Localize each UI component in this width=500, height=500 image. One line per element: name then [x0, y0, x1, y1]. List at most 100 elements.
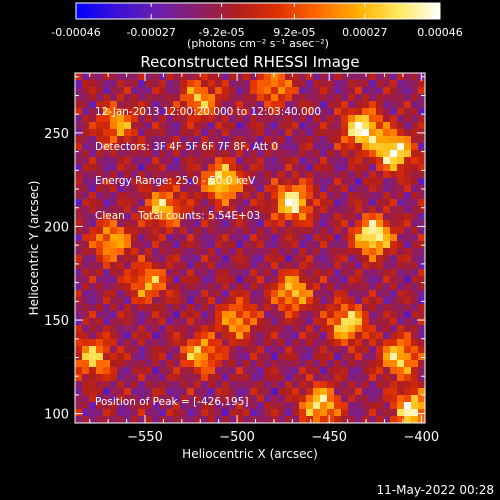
heatmap-cell: [299, 213, 307, 221]
heatmap-cell: [159, 178, 167, 186]
heatmap-cell: [103, 339, 111, 347]
heatmap-cell: [264, 143, 272, 151]
heatmap-cell: [229, 206, 237, 214]
heatmap-cell: [89, 227, 97, 235]
heatmap-cell: [369, 297, 377, 305]
heatmap-cell: [299, 227, 307, 235]
heatmap-cell: [257, 297, 265, 305]
heatmap-cell: [327, 325, 335, 333]
heatmap-cell: [334, 388, 342, 396]
heatmap-cell: [201, 360, 209, 368]
heatmap-cell: [145, 143, 153, 151]
heatmap-cell: [418, 381, 426, 389]
plot-frame: [74, 72, 426, 424]
heatmap-cell: [257, 192, 265, 200]
heatmap-cell: [376, 241, 384, 249]
heatmap-cell: [103, 157, 111, 165]
heatmap-cell: [103, 199, 111, 207]
heatmap-cell: [306, 220, 314, 228]
heatmap-cell: [201, 143, 209, 151]
heatmap-cell: [327, 339, 335, 347]
heatmap-cell: [75, 402, 83, 410]
heatmap-cell: [306, 262, 314, 270]
heatmap-cell: [376, 360, 384, 368]
heatmap-cell: [82, 290, 90, 298]
heatmap-cell: [75, 353, 83, 361]
heatmap-cell: [320, 157, 328, 165]
heatmap-cell: [180, 325, 188, 333]
heatmap-cell: [320, 374, 328, 382]
heatmap-cell: [138, 136, 146, 144]
heatmap-cell: [341, 94, 349, 102]
heatmap-cell: [257, 80, 265, 88]
heatmap-cell: [201, 276, 209, 284]
heatmap-cell: [124, 143, 132, 151]
heatmap-cell: [124, 80, 132, 88]
heatmap-cell: [75, 311, 83, 319]
heatmap-cell: [124, 402, 132, 410]
heatmap-cell: [117, 374, 125, 382]
heatmap-cell: [348, 192, 356, 200]
heatmap-cell: [292, 290, 300, 298]
heatmap-cell: [369, 213, 377, 221]
heatmap-cell: [313, 276, 321, 284]
heatmap-cell: [152, 381, 160, 389]
heatmap-cell: [411, 157, 419, 165]
heatmap-cell: [215, 290, 223, 298]
heatmap-cell: [131, 346, 139, 354]
heatmap-cell: [334, 213, 342, 221]
heatmap-cell: [257, 115, 265, 123]
heatmap-cell: [299, 416, 307, 424]
heatmap-cell: [306, 339, 314, 347]
heatmap-cell: [180, 143, 188, 151]
heatmap-cell: [89, 192, 97, 200]
heatmap-cell: [166, 353, 174, 361]
heatmap-cell: [110, 143, 118, 151]
heatmap-cell: [313, 241, 321, 249]
heatmap-cell: [215, 213, 223, 221]
heatmap-cell: [96, 220, 104, 228]
heatmap-cell: [124, 269, 132, 277]
heatmap-cell: [362, 80, 370, 88]
heatmap-cell: [117, 227, 125, 235]
heatmap-cell: [257, 73, 265, 81]
heatmap-cell: [187, 101, 195, 109]
heatmap-cell: [369, 101, 377, 109]
heatmap-cell: [96, 290, 104, 298]
heatmap-cell: [159, 234, 167, 242]
heatmap-cell: [362, 178, 370, 186]
y-tick-label: 200: [44, 220, 69, 235]
heatmap-cell: [369, 234, 377, 242]
heatmap-cell: [208, 213, 216, 221]
heatmap-cell: [383, 178, 391, 186]
heatmap-cell: [243, 122, 251, 130]
heatmap-cell: [117, 136, 125, 144]
heatmap-cell: [215, 94, 223, 102]
heatmap-cell: [145, 297, 153, 305]
heatmap-cell: [320, 87, 328, 95]
heatmap-cell: [313, 395, 321, 403]
heatmap-cell: [362, 227, 370, 235]
heatmap-cell: [208, 192, 216, 200]
heatmap-cell: [292, 248, 300, 256]
heatmap-cell: [201, 297, 209, 305]
heatmap-cell: [180, 185, 188, 193]
heatmap-cell: [411, 318, 419, 326]
heatmap-cell: [257, 311, 265, 319]
heatmap-cell: [96, 164, 104, 172]
heatmap-cell: [152, 346, 160, 354]
heatmap-cell: [145, 332, 153, 340]
heatmap-cell: [236, 409, 244, 417]
heatmap-cell: [82, 416, 90, 424]
heatmap-cell: [103, 367, 111, 375]
heatmap-cell: [348, 367, 356, 375]
heatmap-cell: [124, 311, 132, 319]
heatmap-cell: [159, 185, 167, 193]
heatmap-cell: [173, 311, 181, 319]
heatmap-cell: [313, 269, 321, 277]
heatmap-cell: [131, 108, 139, 116]
heatmap-cell: [397, 311, 405, 319]
heatmap-cell: [348, 318, 356, 326]
heatmap-cell: [327, 73, 335, 81]
heatmap-cell: [334, 290, 342, 298]
